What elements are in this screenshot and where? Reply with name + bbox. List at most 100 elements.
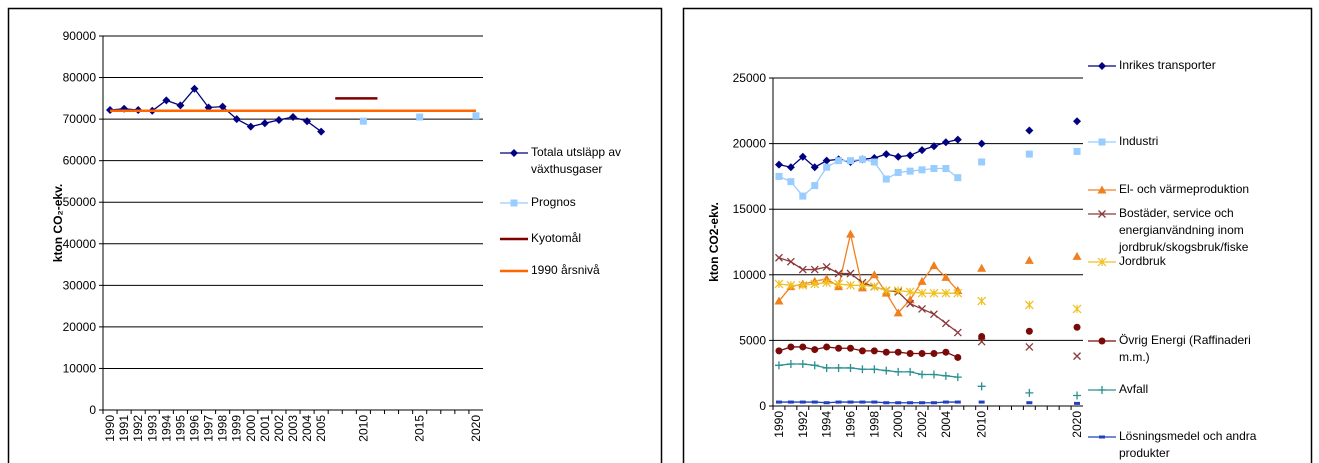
- marker: [846, 269, 855, 278]
- marker: [907, 401, 914, 405]
- marker: [1098, 62, 1106, 70]
- legend-item: [500, 199, 528, 207]
- marker: [870, 347, 878, 355]
- legend-item: [1088, 386, 1116, 394]
- marker: [317, 127, 326, 136]
- legend-label: Avfall: [1119, 382, 1149, 396]
- marker: [930, 310, 938, 319]
- y-tick-label: 5000: [739, 333, 766, 347]
- marker: [906, 350, 914, 358]
- marker: [303, 117, 312, 126]
- marker: [847, 400, 854, 404]
- y-axis-label: kton CO2-ekv.: [707, 202, 721, 282]
- x-tick-label: 1991: [117, 415, 131, 442]
- marker: [1098, 386, 1106, 394]
- legend-label: Jordbruk: [1119, 254, 1166, 268]
- marker: [1098, 138, 1106, 146]
- marker: [811, 182, 819, 190]
- marker: [1025, 327, 1033, 335]
- marker: [918, 146, 927, 155]
- series-line: [779, 234, 1077, 313]
- marker: [882, 150, 891, 159]
- x-tick-label: 2020: [1070, 411, 1084, 438]
- marker: [941, 272, 951, 281]
- marker: [894, 348, 902, 356]
- legend-item: [1088, 337, 1116, 345]
- x-tick-label: 1992: [131, 415, 145, 442]
- marker: [1073, 117, 1082, 126]
- marker: [787, 178, 795, 186]
- marker: [857, 280, 867, 290]
- marker: [510, 199, 518, 207]
- marker: [162, 96, 171, 105]
- marker: [775, 347, 783, 355]
- marker: [416, 113, 424, 121]
- marker: [289, 113, 297, 122]
- marker: [810, 361, 819, 370]
- marker: [917, 288, 927, 298]
- x-tick-label: 1993: [145, 415, 159, 442]
- marker: [204, 103, 213, 112]
- x-tick-label: 1997: [202, 415, 216, 442]
- marker: [246, 122, 255, 131]
- marker: [905, 295, 915, 304]
- x-tick-label: 2005: [314, 415, 328, 442]
- marker: [846, 229, 855, 238]
- marker: [882, 348, 890, 356]
- marker: [977, 139, 986, 148]
- marker: [774, 361, 783, 370]
- marker: [798, 280, 808, 290]
- marker: [929, 261, 939, 270]
- marker: [1073, 147, 1081, 155]
- marker: [917, 276, 927, 285]
- legend-label: El- och värmeproduktion: [1119, 182, 1250, 196]
- x-tick-label: 1990: [772, 411, 786, 438]
- marker: [942, 348, 950, 356]
- marker: [359, 117, 367, 125]
- legend-label: Prognos: [531, 195, 576, 209]
- x-tick-label: 1996: [187, 415, 201, 442]
- marker: [919, 401, 926, 405]
- marker: [823, 343, 831, 351]
- marker: [232, 115, 241, 124]
- x-tick-label: 2003: [286, 415, 300, 442]
- legend-label: Lösningsmedel och andra produkter: [1119, 429, 1257, 460]
- marker: [977, 382, 986, 391]
- marker: [775, 400, 782, 404]
- marker: [906, 151, 915, 160]
- y-tick-label: 0: [759, 399, 766, 413]
- marker: [941, 138, 950, 147]
- marker: [941, 288, 951, 298]
- y-tick-label: 15000: [733, 202, 767, 216]
- marker: [906, 367, 915, 376]
- marker: [510, 149, 518, 157]
- y-tick-label: 20000: [63, 320, 97, 334]
- marker: [1025, 150, 1033, 158]
- marker: [905, 287, 915, 297]
- marker: [906, 167, 914, 175]
- marker: [953, 328, 962, 337]
- legend-label: Inrikes transporter: [1119, 58, 1216, 72]
- marker: [881, 286, 891, 295]
- marker: [176, 101, 185, 110]
- marker: [822, 262, 831, 271]
- marker: [893, 308, 903, 317]
- marker: [811, 400, 818, 404]
- marker: [847, 344, 854, 352]
- marker: [977, 263, 987, 272]
- marker: [1025, 388, 1034, 397]
- marker: [834, 279, 844, 289]
- marker: [774, 279, 784, 289]
- x-tick-label: 1994: [159, 415, 173, 442]
- marker: [786, 280, 796, 290]
- marker: [799, 400, 806, 404]
- marker: [978, 400, 985, 404]
- marker: [1072, 251, 1082, 260]
- marker: [1098, 210, 1106, 218]
- x-tick-label: 2004: [300, 415, 314, 442]
- marker: [894, 367, 903, 376]
- x-tick-label: 2000: [891, 411, 905, 438]
- marker: [1073, 352, 1081, 361]
- marker: [260, 119, 269, 128]
